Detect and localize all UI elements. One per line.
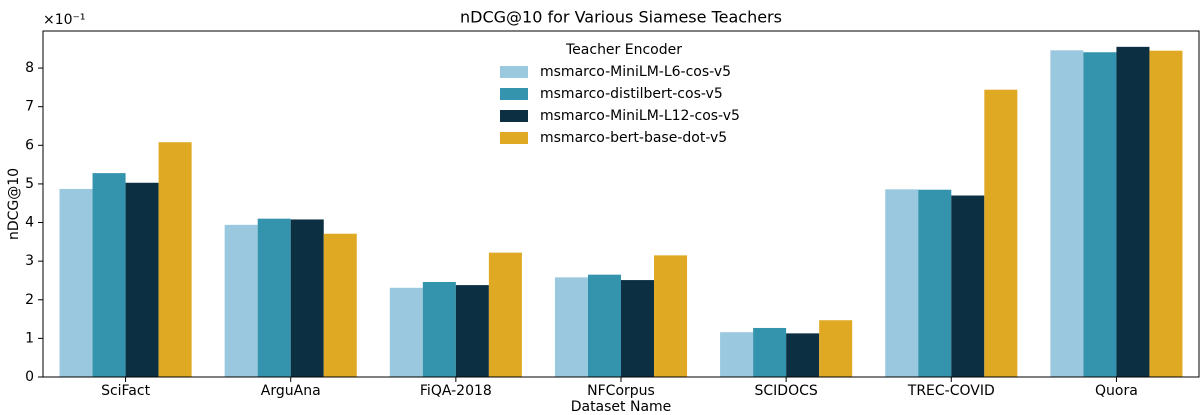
x-tick-label: FiQA-2018 — [420, 383, 492, 399]
legend-title: Teacher Encoder — [565, 42, 682, 58]
bar — [1083, 52, 1117, 378]
plot-frame — [42, 30, 1200, 378]
legend-swatch — [500, 132, 528, 144]
y-tick-label: 0 — [25, 369, 34, 385]
bar — [1149, 50, 1183, 378]
bar — [422, 282, 456, 377]
y-tick-label: 6 — [25, 137, 34, 153]
bar — [554, 277, 588, 377]
bar — [621, 280, 655, 377]
bar — [654, 255, 688, 377]
legend-label: msmarco-MiniLM-L6-cos-v5 — [540, 64, 731, 80]
legend-swatch — [500, 88, 528, 100]
x-axis-label: Dataset Name — [571, 399, 672, 415]
bar — [1116, 46, 1150, 378]
bar — [951, 195, 985, 377]
legend-label: msmarco-distilbert-cos-v5 — [540, 86, 723, 102]
bar — [819, 320, 853, 377]
y-tick-label: 5 — [25, 176, 34, 192]
legend-label: msmarco-MiniLM-L12-cos-v5 — [540, 108, 740, 124]
bar — [323, 233, 357, 377]
bar — [59, 188, 93, 377]
legend-label: msmarco-bert-base-dot-v5 — [540, 130, 727, 146]
y-tick-label: 2 — [25, 292, 34, 308]
x-tick-label: Quora — [1095, 383, 1138, 399]
bar — [786, 333, 820, 377]
bar — [158, 142, 192, 377]
y-tick-label: 3 — [25, 253, 34, 269]
bar — [587, 274, 621, 377]
x-tick-label: SciFact — [101, 383, 151, 399]
y-axis-label: nDCG@10 — [6, 168, 22, 240]
chart-title: nDCG@10 for Various Siamese Teachers — [460, 8, 782, 27]
bar — [1050, 50, 1084, 377]
bar — [720, 332, 754, 377]
bar — [488, 252, 522, 377]
y-tick-label: 4 — [25, 215, 34, 231]
bar — [257, 218, 291, 377]
bar — [224, 224, 258, 377]
y-tick-label: 1 — [25, 330, 34, 346]
y-tick-label: 8 — [25, 60, 34, 76]
bar — [885, 189, 919, 377]
bar — [125, 182, 159, 377]
bar — [918, 189, 952, 377]
bar — [290, 219, 324, 377]
x-tick-label: ArguAna — [261, 383, 321, 399]
x-tick-label: SCIDOCS — [755, 383, 818, 399]
bar — [389, 287, 423, 377]
y-tick-label: 7 — [25, 99, 34, 115]
bar — [984, 89, 1018, 378]
x-tick-label: NFCorpus — [587, 383, 655, 399]
x-tick-label: TREC-COVID — [907, 383, 995, 399]
legend-swatch — [500, 110, 528, 122]
bar — [753, 327, 787, 377]
legend-swatch — [500, 66, 528, 78]
bar — [92, 173, 126, 377]
y-offset-label: ×10⁻¹ — [43, 12, 86, 28]
bar — [455, 285, 489, 377]
